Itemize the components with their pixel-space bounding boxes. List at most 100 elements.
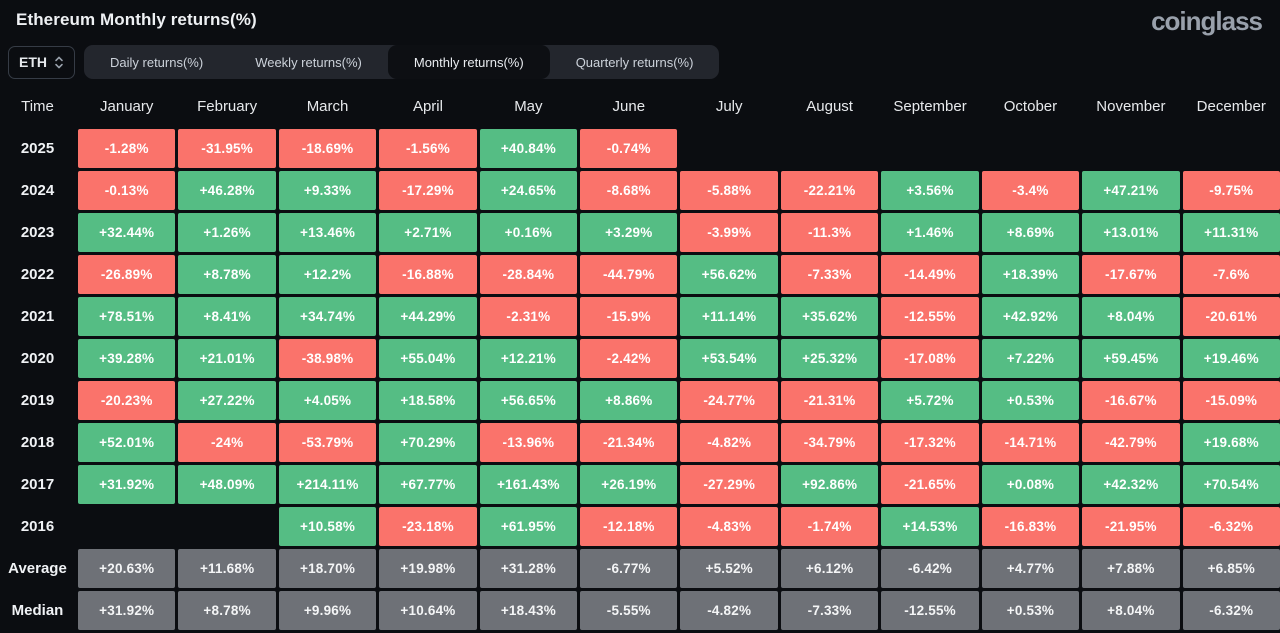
return-cell-2020-february: +21.01% bbox=[178, 339, 276, 378]
row-label-2025: 2025 bbox=[20, 140, 55, 157]
return-cell-2024-march: +9.33% bbox=[278, 171, 377, 210]
empty-cell-2025-december bbox=[1183, 129, 1280, 168]
return-cell-average-july: +5.52% bbox=[680, 549, 778, 588]
row-label-2017: 2017 bbox=[20, 476, 55, 493]
return-cell-2024-december: -9.75% bbox=[1182, 171, 1280, 210]
return-cell-2018-march: -53.79% bbox=[278, 423, 377, 462]
return-cell-2020-august: +25.32% bbox=[780, 339, 879, 378]
return-cell-2019-april: +18.58% bbox=[379, 381, 477, 420]
return-cell-average-september: -6.42% bbox=[881, 549, 979, 588]
top-bar: Ethereum Monthly returns(%) coinglass bbox=[0, 0, 1280, 44]
return-cell-2020-july: +53.54% bbox=[680, 339, 778, 378]
return-cell-2019-march: +4.05% bbox=[278, 381, 377, 420]
return-cell-2019-november: -16.67% bbox=[1082, 381, 1180, 420]
return-cell-2018-june: -21.34% bbox=[580, 423, 678, 462]
return-cell-2024-may: +24.65% bbox=[479, 171, 578, 210]
empty-cell-2025-july bbox=[680, 129, 777, 168]
return-cell-2021-july: +11.14% bbox=[680, 297, 778, 336]
return-cell-2022-october: +18.39% bbox=[981, 255, 1080, 294]
empty-cell-2016-january bbox=[78, 507, 175, 546]
column-header-july: July bbox=[715, 98, 743, 115]
return-cell-2025-june: -0.74% bbox=[580, 129, 678, 168]
return-cell-2022-january: -26.89% bbox=[78, 255, 176, 294]
tab-quarterly-returns[interactable]: Quarterly returns(%) bbox=[550, 45, 720, 79]
row-label-2024: 2024 bbox=[20, 182, 55, 199]
return-cell-2018-january: +52.01% bbox=[78, 423, 176, 462]
return-cell-2023-july: -3.99% bbox=[680, 213, 778, 252]
return-cell-2017-october: +0.08% bbox=[981, 465, 1080, 504]
return-cell-average-august: +6.12% bbox=[780, 549, 879, 588]
symbol-select[interactable]: ETH bbox=[8, 45, 75, 79]
return-cell-2024-january: -0.13% bbox=[78, 171, 176, 210]
return-cell-2019-may: +56.65% bbox=[479, 381, 578, 420]
empty-cell-2025-november bbox=[1082, 129, 1179, 168]
return-cell-2020-january: +39.28% bbox=[78, 339, 176, 378]
return-cell-2020-april: +55.04% bbox=[379, 339, 477, 378]
return-cell-2022-march: +12.2% bbox=[278, 255, 377, 294]
return-cell-2017-may: +161.43% bbox=[479, 465, 578, 504]
returns-table: Time January February March April May June July… bbox=[0, 87, 1280, 630]
return-cell-2016-july: -4.83% bbox=[680, 507, 778, 546]
select-updown-icon bbox=[55, 56, 63, 68]
return-cell-2016-november: -21.95% bbox=[1082, 507, 1180, 546]
return-cell-2024-november: +47.21% bbox=[1082, 171, 1180, 210]
return-cell-2023-april: +2.71% bbox=[379, 213, 477, 252]
return-cell-2023-october: +8.69% bbox=[981, 213, 1080, 252]
return-cell-2019-july: -24.77% bbox=[680, 381, 778, 420]
return-cell-2020-september: -17.08% bbox=[881, 339, 979, 378]
return-cell-2023-november: +13.01% bbox=[1082, 213, 1180, 252]
return-cell-2018-october: -14.71% bbox=[981, 423, 1080, 462]
row-label-2023: 2023 bbox=[20, 224, 55, 241]
row-label-2021: 2021 bbox=[20, 308, 55, 325]
return-cell-2023-september: +1.46% bbox=[881, 213, 979, 252]
return-cell-2024-october: -3.4% bbox=[981, 171, 1080, 210]
return-cell-median-july: -4.82% bbox=[680, 591, 778, 630]
return-cell-2025-april: -1.56% bbox=[379, 129, 477, 168]
return-cell-2020-may: +12.21% bbox=[479, 339, 578, 378]
return-cell-2023-may: +0.16% bbox=[479, 213, 578, 252]
return-cell-2018-february: -24% bbox=[178, 423, 276, 462]
period-tabs: Daily returns(%) Weekly returns(%) Monthly… bbox=[84, 45, 720, 79]
column-header-june: June bbox=[612, 98, 646, 115]
column-header-november: November bbox=[1096, 98, 1166, 115]
coinglass-logo: coinglass bbox=[1151, 6, 1263, 36]
page-title: Ethereum Monthly returns(%) bbox=[16, 10, 257, 29]
return-cell-2021-november: +8.04% bbox=[1082, 297, 1180, 336]
return-cell-2018-december: +19.68% bbox=[1182, 423, 1280, 462]
column-header-january: January bbox=[100, 98, 154, 115]
return-cell-2021-march: +34.74% bbox=[278, 297, 377, 336]
return-cell-2022-july: +56.62% bbox=[680, 255, 778, 294]
return-cell-2017-september: -21.65% bbox=[881, 465, 979, 504]
return-cell-2019-december: -15.09% bbox=[1182, 381, 1280, 420]
return-cell-2024-june: -8.68% bbox=[580, 171, 678, 210]
return-cell-2018-september: -17.32% bbox=[881, 423, 979, 462]
return-cell-2019-september: +5.72% bbox=[881, 381, 979, 420]
return-cell-median-august: -7.33% bbox=[780, 591, 879, 630]
return-cell-average-april: +19.98% bbox=[379, 549, 477, 588]
return-cell-2020-november: +59.45% bbox=[1082, 339, 1180, 378]
return-cell-2024-july: -5.88% bbox=[680, 171, 778, 210]
column-header-time: Time bbox=[21, 98, 54, 115]
tab-weekly-returns[interactable]: Weekly returns(%) bbox=[229, 45, 388, 79]
return-cell-2019-january: -20.23% bbox=[78, 381, 176, 420]
row-label-average: Average bbox=[8, 560, 67, 577]
return-cell-median-february: +8.78% bbox=[178, 591, 276, 630]
return-cell-average-june: -6.77% bbox=[580, 549, 678, 588]
row-label-2019: 2019 bbox=[20, 392, 55, 409]
return-cell-2021-january: +78.51% bbox=[78, 297, 176, 336]
return-cell-2018-november: -42.79% bbox=[1082, 423, 1180, 462]
return-cell-2023-june: +3.29% bbox=[580, 213, 678, 252]
return-cell-2017-august: +92.86% bbox=[780, 465, 879, 504]
return-cell-2017-january: +31.92% bbox=[78, 465, 176, 504]
return-cell-median-december: -6.32% bbox=[1182, 591, 1280, 630]
tab-daily-returns[interactable]: Daily returns(%) bbox=[84, 45, 229, 79]
return-cell-2018-august: -34.79% bbox=[780, 423, 879, 462]
tab-monthly-returns[interactable]: Monthly returns(%) bbox=[387, 45, 550, 79]
return-cell-2018-may: -13.96% bbox=[479, 423, 578, 462]
toolbar: ETH Daily returns(%) Weekly returns(%) Mon… bbox=[0, 44, 1280, 80]
return-cell-2016-june: -12.18% bbox=[580, 507, 678, 546]
return-cell-2022-may: -28.84% bbox=[479, 255, 578, 294]
return-cell-median-march: +9.96% bbox=[278, 591, 377, 630]
return-cell-2021-september: -12.55% bbox=[881, 297, 979, 336]
column-header-august: August bbox=[806, 98, 853, 115]
